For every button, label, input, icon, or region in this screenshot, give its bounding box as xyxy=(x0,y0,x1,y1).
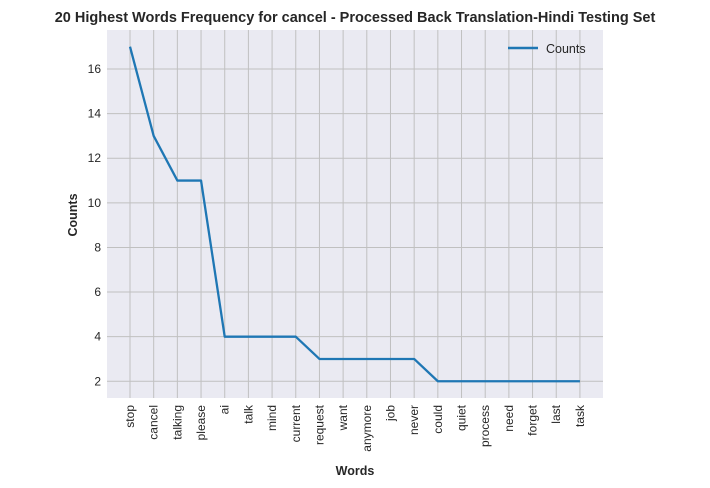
x-tick-label-talk: talk xyxy=(241,404,255,424)
series-layer xyxy=(128,46,580,383)
x-tick-label-task: task xyxy=(573,404,587,427)
x-tick-label-mind: mind xyxy=(265,405,279,431)
plot-area xyxy=(107,30,603,398)
y-tick-label: 2 xyxy=(94,374,101,388)
x-tick-label-stop: stop xyxy=(123,405,137,428)
y-tick-label: 16 xyxy=(88,62,102,76)
y-tick-label: 4 xyxy=(94,330,101,344)
x-tick-label-talking: talking xyxy=(170,405,184,440)
x-tick-label-job: job xyxy=(383,405,397,422)
y-tick-label: 12 xyxy=(88,151,102,165)
x-tick-label-cancel: cancel xyxy=(147,405,161,440)
y-tick-label: 6 xyxy=(94,285,101,299)
x-tick-label-quiet: quiet xyxy=(455,404,469,431)
y-tick-label: 8 xyxy=(94,240,101,254)
x-axis-ticks: stop cancel talking please ai talk mind current… xyxy=(123,404,587,452)
x-tick-label-want: want xyxy=(336,404,350,431)
x-tick-label-process: process xyxy=(478,405,492,447)
series-line-0 xyxy=(128,46,580,383)
x-tick-label-anymore: anymore xyxy=(360,405,374,452)
x-tick-label-ai: ai xyxy=(218,405,232,414)
x-tick-label-current: current xyxy=(289,404,303,442)
y-tick-label: 14 xyxy=(88,107,102,121)
y-tick-label: 10 xyxy=(88,196,102,210)
x-axis-label: Words xyxy=(336,464,375,478)
x-tick-label-please: please xyxy=(194,405,208,441)
legend-label-counts: Counts xyxy=(546,42,586,56)
chart-title: 20 Highest Words Frequency for cancel - … xyxy=(55,10,656,26)
x-tick-label-could: could xyxy=(431,405,445,434)
y-axis-label: Counts xyxy=(66,193,80,236)
x-tick-label-request: request xyxy=(312,404,326,445)
x-tick-label-need: need xyxy=(502,405,516,432)
x-tick-label-last: last xyxy=(549,404,563,423)
y-axis-ticks: 2 4 6 8 10 12 14 16 xyxy=(88,62,102,388)
legend: Counts xyxy=(508,42,586,56)
x-tick-label-never: never xyxy=(407,405,421,435)
x-tick-label-forget: forget xyxy=(526,404,540,435)
